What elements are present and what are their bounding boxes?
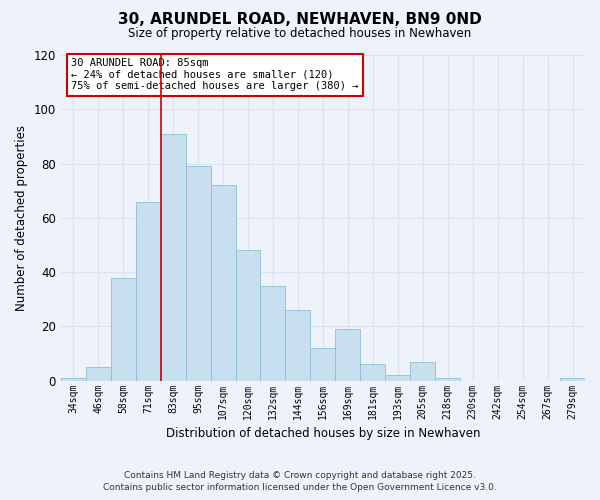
Bar (136, 202, 161, 380)
Text: 30 ARUNDEL ROAD: 85sqm
← 24% of detached houses are smaller (120)
75% of semi-de: 30 ARUNDEL ROAD: 85sqm ← 24% of detached… (71, 58, 359, 92)
Bar (86, 367, 111, 380)
X-axis label: Distribution of detached houses by size in Newhaven: Distribution of detached houses by size … (166, 427, 480, 440)
Bar (385, 375, 410, 380)
Bar (560, 378, 585, 380)
Bar (111, 278, 136, 380)
Bar (410, 362, 435, 380)
Bar (286, 310, 310, 380)
Bar (185, 166, 211, 380)
Bar (260, 286, 286, 380)
Text: Contains HM Land Registry data © Crown copyright and database right 2025.
Contai: Contains HM Land Registry data © Crown c… (103, 471, 497, 492)
Text: Size of property relative to detached houses in Newhaven: Size of property relative to detached ho… (128, 28, 472, 40)
Bar (361, 364, 385, 380)
Bar (435, 378, 460, 380)
Text: 30, ARUNDEL ROAD, NEWHAVEN, BN9 0ND: 30, ARUNDEL ROAD, NEWHAVEN, BN9 0ND (118, 12, 482, 28)
Bar (310, 348, 335, 380)
Bar (161, 134, 185, 380)
Bar (335, 329, 361, 380)
Y-axis label: Number of detached properties: Number of detached properties (15, 125, 28, 311)
Bar (61, 378, 86, 380)
Bar (236, 250, 260, 380)
Bar (211, 186, 236, 380)
